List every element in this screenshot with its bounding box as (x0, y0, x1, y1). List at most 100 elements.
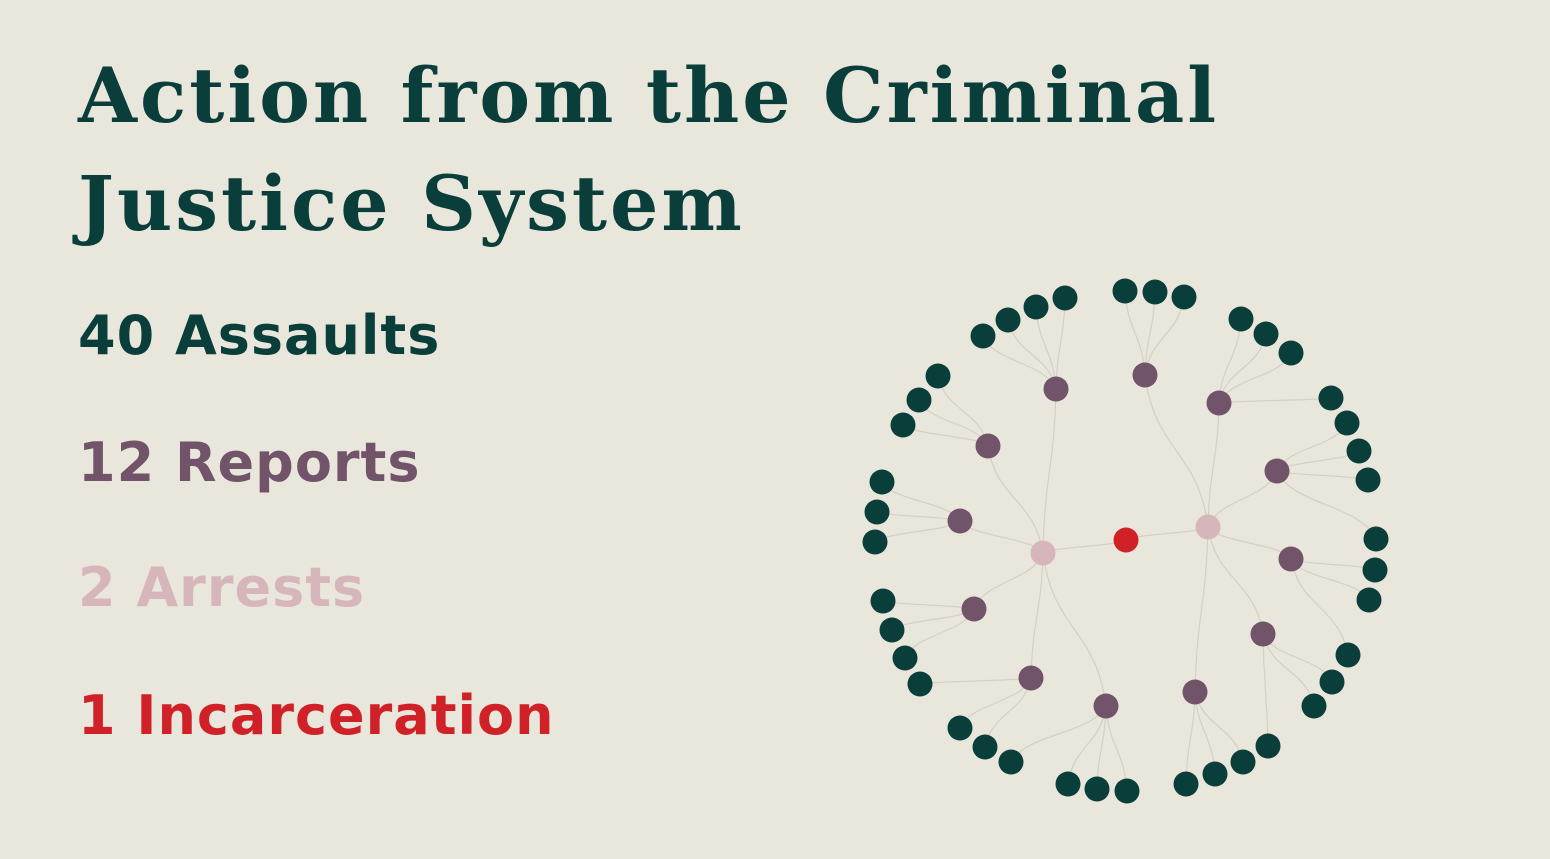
network-link (902, 424, 989, 447)
assault-node (1171, 284, 1197, 310)
network-link (904, 608, 975, 659)
network-link (982, 335, 1057, 390)
network-link (1276, 470, 1369, 481)
network-link (1144, 296, 1185, 376)
stat-arrests-label: Arrests (136, 556, 366, 619)
assault-node (995, 307, 1021, 333)
assault-node (1301, 693, 1327, 719)
stat-incarceration-label: Incarceration (136, 684, 555, 747)
assault-node (1253, 321, 1279, 347)
stat-reports-label: Reports (174, 431, 421, 494)
assault-node (1173, 771, 1199, 797)
network-link (874, 520, 961, 543)
report-node (1043, 376, 1069, 402)
network-link (1030, 552, 1044, 679)
assault-node (1114, 778, 1140, 804)
network-link (1042, 388, 1057, 554)
assault-node (862, 529, 888, 555)
network-link (1290, 558, 1349, 656)
assault-node (998, 749, 1024, 775)
network-link (1124, 290, 1146, 376)
assault-node (890, 412, 916, 438)
assault-node (1230, 749, 1256, 775)
network-link (1010, 705, 1107, 763)
network-link (1262, 633, 1315, 707)
assault-node (925, 363, 951, 389)
report-node (961, 596, 987, 622)
assault-node (1356, 587, 1382, 613)
stat-incarceration: 1 Incarceration (78, 686, 555, 746)
stat-incarceration-number: 1 (78, 684, 117, 747)
assault-node (1255, 733, 1281, 759)
network-link (1218, 397, 1332, 404)
network-link (1144, 291, 1156, 376)
page-title: Action from the Criminal Justice System (78, 51, 1220, 248)
network-link (1194, 526, 1209, 693)
assault-node (1335, 642, 1361, 668)
assault-node (1318, 385, 1344, 411)
assault-node (1346, 438, 1372, 464)
assault-node (1112, 278, 1138, 304)
network-link (876, 511, 961, 522)
assault-node (1355, 467, 1381, 493)
network-link (882, 600, 975, 610)
network-link (987, 445, 1044, 554)
network-link (1207, 402, 1220, 528)
report-node (1093, 693, 1119, 719)
stat-assaults-label: Assaults (174, 304, 441, 367)
report-node (947, 508, 973, 534)
network-link (973, 552, 1044, 610)
assault-node (1228, 306, 1254, 332)
report-node (1018, 665, 1044, 691)
stat-arrests-number: 2 (78, 556, 117, 619)
network-link (1276, 450, 1360, 472)
assault-node (892, 645, 918, 671)
assault-node (1202, 761, 1228, 787)
network-link (1055, 297, 1066, 390)
network-link (959, 520, 1044, 554)
assault-node (906, 387, 932, 413)
network-link (1096, 705, 1107, 790)
network-link (1290, 558, 1370, 601)
assault-node (879, 617, 905, 643)
assault-node (1023, 294, 1049, 320)
stat-assaults: 40 Assaults (78, 306, 440, 366)
assault-node (1278, 340, 1304, 366)
network-link (1185, 691, 1196, 785)
assault-node (1055, 771, 1081, 797)
arrest-node (1195, 514, 1221, 540)
network-link (1105, 705, 1128, 792)
assault-node (1362, 557, 1388, 583)
incarceration-node (1113, 527, 1139, 553)
assault-node (870, 588, 896, 614)
assault-node (1084, 776, 1110, 802)
network-link (1207, 470, 1278, 528)
stat-reports: 12 Reports (78, 433, 421, 493)
assault-node (1334, 410, 1360, 436)
network-link (1067, 705, 1107, 785)
network-link (1207, 526, 1292, 560)
network-link (1207, 526, 1264, 635)
report-node (1206, 390, 1232, 416)
network-link (1144, 374, 1209, 528)
arrest-node (1030, 540, 1056, 566)
network-link (1218, 333, 1267, 404)
report-node (1182, 679, 1208, 705)
assault-node (1319, 669, 1345, 695)
network-link (919, 677, 1032, 685)
report-node (1278, 546, 1304, 572)
network-link (1194, 691, 1216, 775)
assault-node (1363, 526, 1389, 552)
report-node (975, 433, 1001, 459)
report-node (1132, 362, 1158, 388)
report-node (1264, 458, 1290, 484)
network-link (891, 608, 975, 631)
assault-node (1142, 279, 1168, 305)
assault-node (907, 671, 933, 697)
assault-node (947, 715, 973, 741)
network-link (1042, 539, 1127, 554)
stat-reports-number: 12 (78, 431, 156, 494)
assault-node (1052, 285, 1078, 311)
network-link (1262, 633, 1269, 747)
